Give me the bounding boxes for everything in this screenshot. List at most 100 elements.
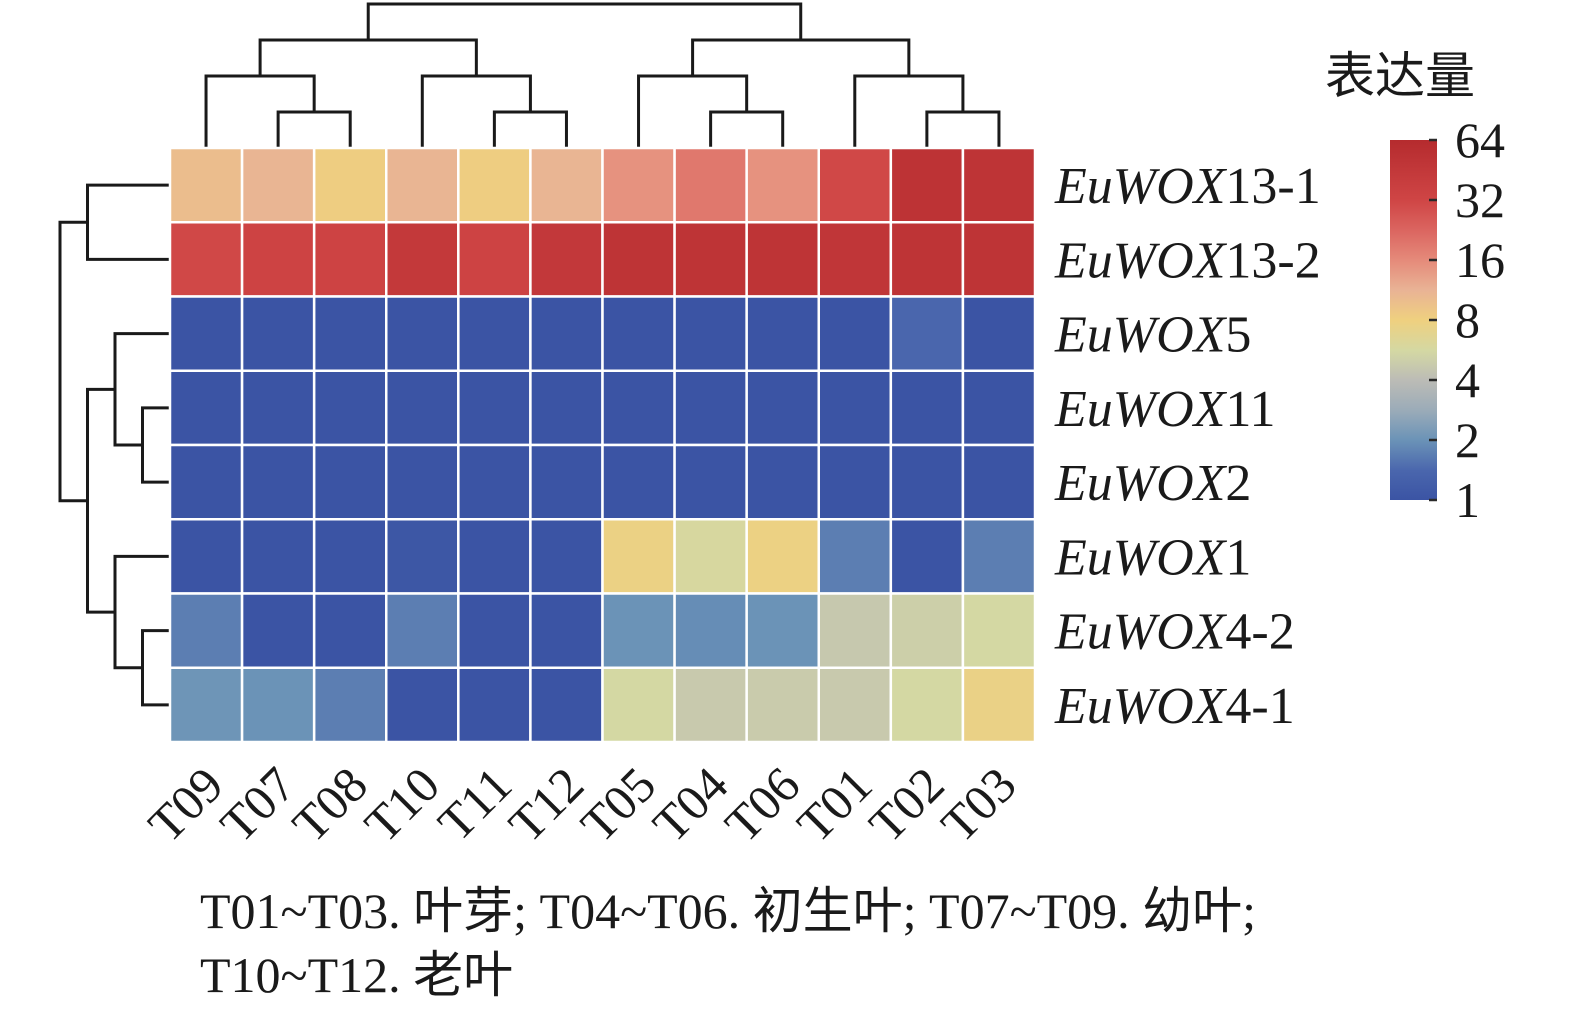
heatmap-cell — [457, 518, 532, 595]
heatmap-cell — [745, 592, 821, 669]
dendrogram-link — [312, 110, 352, 150]
row-label-gene-number: 1 — [1225, 529, 1251, 586]
heatmap-cell — [312, 518, 388, 595]
heatmap-grid — [168, 146, 1037, 744]
heatmap-cell — [817, 369, 893, 447]
dendrogram-link — [492, 110, 532, 150]
dendrogram-link — [141, 629, 172, 670]
heatmap-cell — [889, 666, 965, 744]
legend-tick-label: 2 — [1455, 412, 1480, 468]
row-label-gene-number: 11 — [1225, 381, 1275, 438]
heatmap-cell — [601, 146, 676, 224]
heatmap-cell — [312, 146, 388, 224]
dendrogram-link — [745, 110, 785, 150]
row-label-gene-number: 13-2 — [1225, 232, 1320, 289]
dendrogram-link — [528, 110, 568, 150]
dendrogram-link — [86, 183, 172, 224]
dendrogram-link — [113, 332, 172, 391]
heatmap-cell — [457, 146, 532, 224]
dendrogram-link — [113, 610, 144, 670]
heatmap-cell — [240, 592, 316, 669]
heatmap-cell — [385, 221, 460, 298]
heatmap-cell — [673, 666, 748, 744]
legend-tick-label: 64 — [1455, 112, 1505, 168]
dendrogram-link — [925, 110, 965, 150]
heatmap-cell — [457, 221, 532, 298]
dendrogram-link — [86, 220, 172, 261]
legend-tick-label: 1 — [1455, 472, 1480, 528]
heatmap-cell — [745, 146, 821, 224]
row-label: EuWOX11 — [1054, 381, 1275, 438]
row-label: EuWOX5 — [1054, 307, 1251, 364]
column-label: T03 — [930, 756, 1027, 853]
dendrogram-link — [853, 74, 911, 150]
row-labels: EuWOX13-1EuWOX13-2EuWOX5EuWOX11EuWOX2EuW… — [1054, 158, 1321, 735]
legend-title: 表达量 — [1325, 48, 1475, 104]
row-label-gene-number: 4-1 — [1225, 678, 1294, 735]
legend-tick-label: 16 — [1455, 232, 1505, 288]
row-label-gene-number: 13-1 — [1225, 158, 1320, 215]
heatmap-cell — [385, 592, 460, 669]
row-label-gene-prefix: EuWOX — [1054, 232, 1228, 289]
heatmap-cell — [168, 592, 244, 669]
dendrogram-link — [141, 666, 172, 707]
heatmap-cell — [168, 666, 244, 744]
dendrogram-link — [420, 74, 478, 150]
heatmap-cell — [168, 518, 244, 595]
row-label-gene-number: 4-2 — [1225, 604, 1294, 661]
heatmap-cell — [601, 592, 676, 669]
heatmap-cell — [961, 221, 1037, 298]
row-label-gene-number: 2 — [1225, 455, 1251, 512]
heatmap-cell — [385, 295, 460, 372]
heatmap-cell — [529, 443, 604, 521]
heatmap-cell — [529, 221, 604, 298]
column-dendrogram — [204, 2, 1001, 150]
heatmap-cell — [601, 369, 676, 447]
dendrogram-link — [204, 74, 262, 150]
heatmap-cell — [601, 221, 676, 298]
dendrogram-link — [691, 74, 749, 114]
caption-line-2: T10~T12. 老叶 — [200, 947, 513, 1003]
figure-caption: T01~T03. 叶芽; T04~T06. 初生叶; T07~T09. 幼叶; … — [200, 883, 1256, 1003]
heatmap-cell — [601, 443, 676, 521]
heatmap-cell — [312, 369, 388, 447]
heatmap-cell — [745, 666, 821, 744]
heatmap-cell — [817, 221, 893, 298]
heatmap-cell — [240, 369, 316, 447]
heatmap-cell — [601, 295, 676, 372]
heatmap-cell — [961, 666, 1037, 744]
heatmap-cell — [817, 592, 893, 669]
heatmap-cell — [168, 369, 244, 447]
heatmap-cell — [601, 518, 676, 595]
caption-line-1: T01~T03. 叶芽; T04~T06. 初生叶; T07~T09. 幼叶; — [200, 883, 1256, 939]
heatmap-cell — [673, 369, 748, 447]
dendrogram-link — [907, 74, 965, 114]
heatmap-cell — [673, 592, 748, 669]
heatmap-cell — [240, 518, 316, 595]
row-label-gene-prefix: EuWOX — [1054, 381, 1228, 438]
heatmap-cell — [385, 369, 460, 447]
heatmap-cell — [745, 369, 821, 447]
heatmap-cell — [961, 295, 1037, 372]
dendrogram-link — [86, 387, 117, 503]
dendrogram-link — [141, 443, 172, 484]
dendrogram-link — [113, 554, 172, 614]
dendrogram-link — [258, 74, 316, 114]
heatmap-cell — [240, 443, 316, 521]
heatmap-cell — [529, 666, 604, 744]
dendrogram-link — [637, 74, 695, 150]
heatmap-cell — [745, 518, 821, 595]
heatmap-cell — [312, 666, 388, 744]
dendrogram-link — [58, 220, 89, 363]
heatmap-cell — [817, 443, 893, 521]
heatmap-cell — [240, 295, 316, 372]
heatmap-cell — [889, 443, 965, 521]
heatmap-cell — [889, 146, 965, 224]
heatmap-cell — [385, 666, 460, 744]
row-label-gene-prefix: EuWOX — [1054, 307, 1228, 364]
heatmap-cell — [961, 518, 1037, 595]
legend-tick-label: 32 — [1455, 172, 1505, 228]
heatmap-cell — [889, 592, 965, 669]
